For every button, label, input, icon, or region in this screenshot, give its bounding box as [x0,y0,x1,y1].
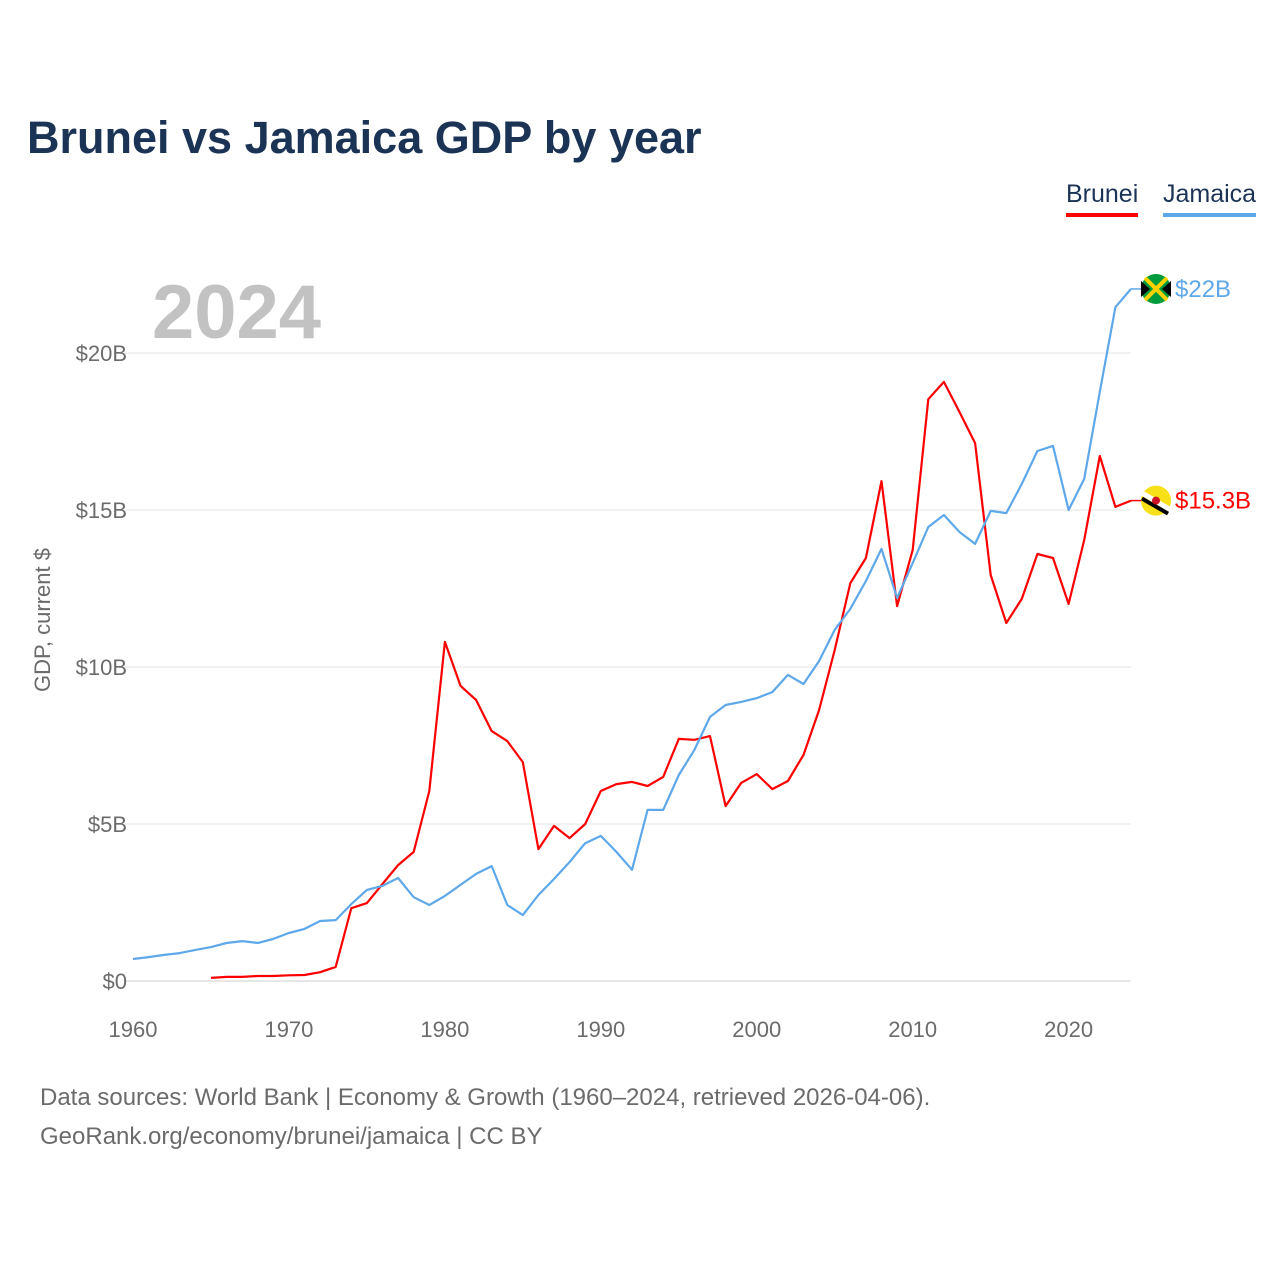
jamaica-flag-triangles [1141,280,1171,297]
y-axis-label: GDP, current $ [30,548,55,692]
end-value-label-brunei: $15.3B [1175,488,1251,515]
brunei-flag-stripe-black [1141,496,1169,516]
y-tick-label: $0 [103,969,127,994]
year-label: 2024 [152,270,321,355]
footer-sources: Data sources: World Bank | Economy & Gro… [40,1084,931,1111]
x-tick-label: 2010 [888,1017,937,1042]
x-tick-label: 2020 [1044,1017,1093,1042]
chart-title: Brunei vs Jamaica GDP by year [27,112,702,163]
legend-jamaica[interactable]: Jamaica [1163,180,1257,217]
x-tick-label: 1990 [576,1017,625,1042]
x-tick-label: 2000 [732,1017,781,1042]
y-tick-label: $10B [76,655,127,680]
x-tick-label: 1970 [264,1017,313,1042]
series-line-jamaica [132,288,1132,961]
footer-attribution: GeoRank.org/economy/brunei/jamaica | CC … [40,1123,543,1150]
x-tick-label: 1980 [420,1017,469,1042]
legend-brunei[interactable]: Brunei [1066,180,1139,217]
series-line-brunei [210,380,1132,979]
y-tick-label: $15B [76,498,127,523]
end-value-label-jamaica: $22B [1175,276,1231,303]
x-tick-label: 1960 [109,1017,158,1042]
jamaica-flag-saltire [1143,276,1169,302]
y-tick-label: $5B [88,812,127,837]
brunei-flag-emblem [1152,496,1160,505]
y-tick-label: $20B [76,341,127,366]
